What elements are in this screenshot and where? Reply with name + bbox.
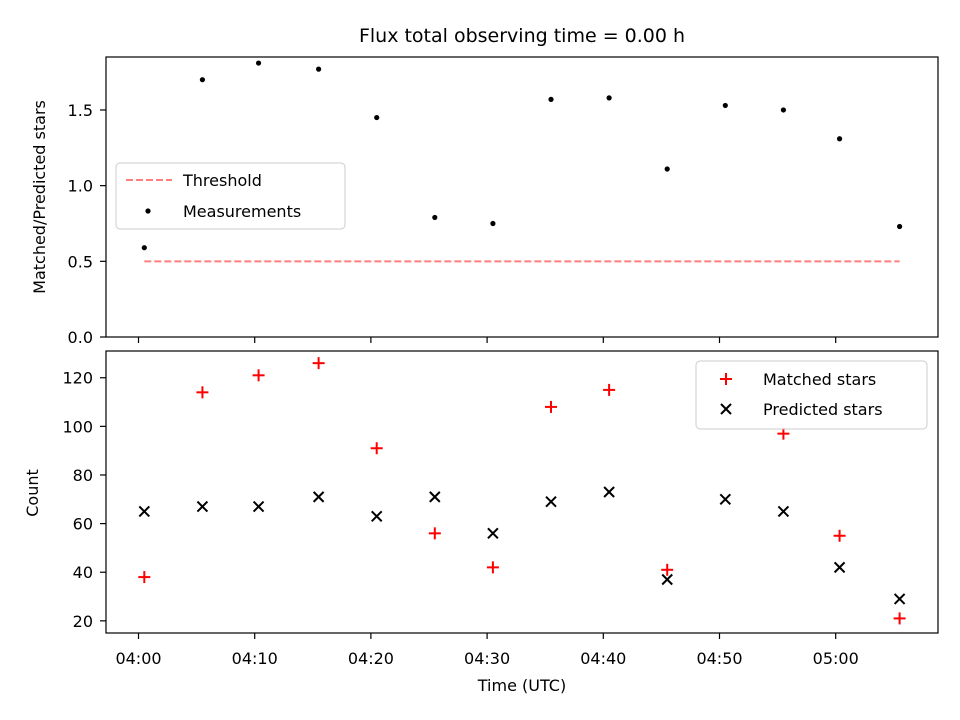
- count-x-tick-label: 04:40: [580, 649, 626, 668]
- chart-title: Flux total observing time = 0.00 h: [359, 25, 685, 47]
- ratio-legend-frame: [115, 162, 346, 230]
- ratio-y-axis: 0.0 0.5 1.0 1.5: [68, 101, 106, 347]
- matched-star-point: [661, 563, 674, 576]
- measurement-point: [255, 60, 262, 66]
- count-y-tick-label: 60: [73, 515, 93, 534]
- predicted-star-point: [777, 505, 790, 518]
- count-x-tick-label: 04:50: [696, 649, 742, 668]
- count-x-tick-label: 04:30: [464, 649, 510, 668]
- matched-star-point: [138, 571, 151, 584]
- measurement-point: [374, 114, 380, 121]
- count-y-tick-label: 100: [62, 417, 93, 436]
- predicted-star-point: [661, 573, 673, 586]
- measurement-point: [664, 166, 670, 172]
- predicted-star-point: [312, 491, 325, 503]
- measurement-point: [780, 107, 787, 113]
- predicted-star-point: [719, 493, 732, 506]
- matched-star-point: [777, 427, 790, 440]
- legend-measurements-label: Measurements: [183, 202, 301, 221]
- matched-star-point: [312, 357, 325, 370]
- legend-predicted-swatch: [720, 403, 732, 415]
- predicted-star-point: [603, 486, 615, 498]
- matched-star-point: [428, 527, 441, 540]
- ratio-legend: Threshold Measurements: [115, 162, 346, 230]
- ratio-panel: 0.0 0.5 1.0 1.5 Matched/Predicted stars Thr…: [30, 56, 939, 347]
- predicted-star-point: [487, 527, 499, 540]
- count-x-tick-label: 05:00: [813, 649, 859, 668]
- count-y-tick-label: 40: [73, 563, 93, 582]
- predicted-star-point: [833, 561, 846, 574]
- count-panel: 20 40 60 80 100 120 04:00 04:10 04:20 04:30 04:40…: [23, 350, 939, 695]
- ratio-x-axis: [137, 337, 837, 343]
- matched-star-point: [833, 529, 846, 542]
- predicted-star-point: [138, 505, 151, 518]
- legend-measurements-swatch: [145, 208, 151, 214]
- x-axis-title: Time (UTC): [477, 676, 566, 695]
- measurement-point: [897, 223, 903, 230]
- count-y-tick-label: 120: [62, 369, 93, 388]
- count-y-tick-label: 20: [73, 612, 93, 631]
- predicted-star-point: [371, 510, 383, 523]
- measurement-point: [722, 102, 728, 109]
- count-x-tick-label: 04:10: [232, 649, 278, 668]
- measurement-point: [836, 136, 843, 142]
- count-legend-frame: [695, 360, 928, 430]
- predicted-star-point: [196, 500, 209, 513]
- measurement-point: [141, 245, 147, 251]
- measurement-point: [316, 66, 322, 72]
- measurement-point: [606, 95, 612, 101]
- matched-star-point: [545, 400, 558, 413]
- ratio-y-axis-title: Matched/Predicted stars: [30, 100, 49, 294]
- measurement-point: [548, 96, 554, 102]
- matched-star-point: [603, 383, 616, 396]
- legend-threshold-label: Threshold: [182, 171, 262, 190]
- count-plot-area: [138, 357, 906, 625]
- count-x-tick-label: 04:20: [348, 649, 394, 668]
- predicted-star-point: [252, 500, 265, 513]
- ratio-y-tick-label: 0.5: [68, 252, 93, 271]
- legend-matched-label: Matched stars: [763, 370, 876, 389]
- measurement-point: [199, 77, 206, 83]
- ratio-y-tick-label: 0.0: [68, 328, 93, 347]
- ratio-y-tick-label: 1.5: [68, 101, 93, 120]
- ratio-plot-area: [141, 60, 903, 263]
- measurement-point: [432, 214, 438, 221]
- matched-star-point: [893, 612, 906, 625]
- measurement-point: [490, 220, 496, 227]
- matched-star-point: [252, 369, 265, 382]
- predicted-star-point: [893, 593, 906, 605]
- count-legend: Matched stars Predicted stars: [695, 360, 928, 430]
- legend-predicted-label: Predicted stars: [763, 400, 883, 419]
- legend-matched-swatch: [720, 373, 732, 385]
- matched-star-point: [196, 386, 209, 399]
- predicted-star-point: [545, 496, 557, 508]
- count-y-axis-title: Count: [23, 469, 42, 517]
- matched-star-point: [486, 561, 499, 574]
- count-y-axis: 20 40 60 80 100 120: [62, 369, 106, 631]
- count-y-tick-label: 80: [73, 466, 93, 485]
- matched-star-point: [370, 442, 383, 455]
- predicted-star-point: [429, 491, 441, 503]
- ratio-y-tick-label: 1.0: [68, 177, 93, 196]
- count-x-axis: 04:00 04:10 04:20 04:30 04:40 04:50 05:00: [115, 633, 859, 668]
- count-x-tick-label: 04:00: [115, 649, 161, 668]
